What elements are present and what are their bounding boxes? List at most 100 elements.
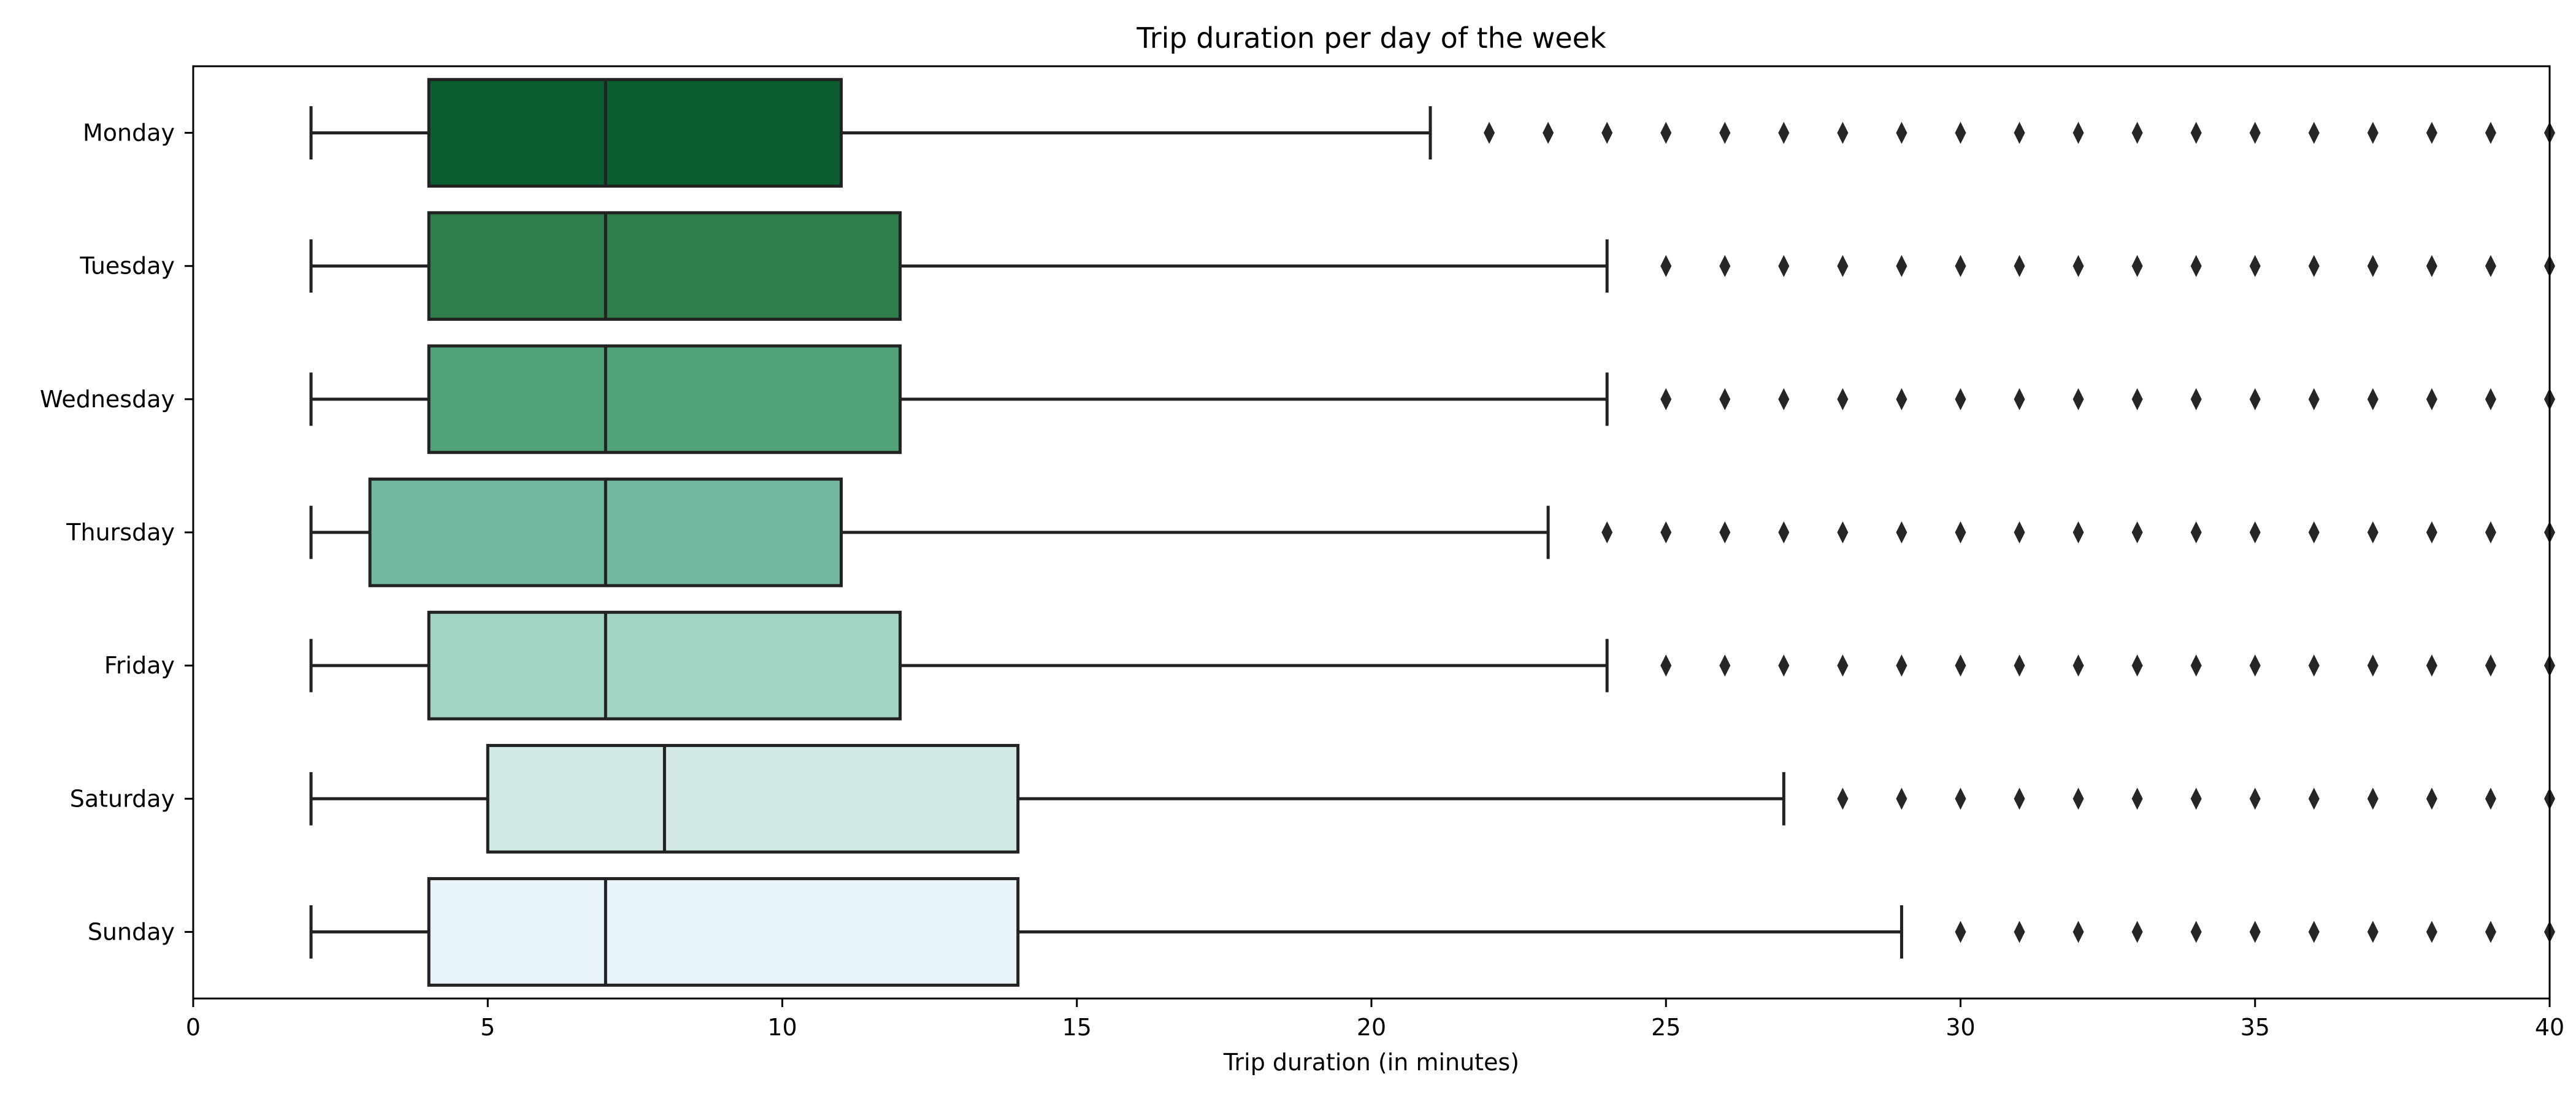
outlier-point xyxy=(2485,654,2496,677)
outlier-point xyxy=(1955,121,1966,144)
outlier-point xyxy=(2367,521,2379,543)
box-group-monday xyxy=(309,78,2555,188)
outlier-point xyxy=(2014,921,2025,943)
outlier-point xyxy=(1660,121,1672,144)
x-tick-label: 35 xyxy=(2241,1014,2270,1041)
outlier-point xyxy=(2308,121,2320,144)
outlier-point xyxy=(2014,255,2025,277)
outlier-point xyxy=(2308,521,2320,543)
outlier-point xyxy=(2190,654,2202,677)
outlier-point xyxy=(2249,255,2261,277)
outlier-point xyxy=(2426,788,2437,810)
x-tick-label: 15 xyxy=(1062,1014,1092,1041)
outlier-point xyxy=(2249,388,2261,410)
y-tick-label: Wednesday xyxy=(40,386,175,413)
outlier-point xyxy=(2014,521,2025,543)
x-tick-label: 30 xyxy=(1945,1014,1975,1041)
outlier-point xyxy=(2131,388,2143,410)
outlier-point xyxy=(2485,788,2496,810)
outlier-point xyxy=(1955,521,1966,543)
outlier-point xyxy=(2072,788,2084,810)
outlier-point xyxy=(1837,788,1849,810)
outlier-point xyxy=(2014,654,2025,677)
outlier-point xyxy=(1778,388,1790,410)
y-tick-label: Saturday xyxy=(70,785,175,812)
outlier-point xyxy=(1955,388,1966,410)
chart-title: Trip duration per day of the week xyxy=(1136,21,1606,55)
outlier-point xyxy=(1778,121,1790,144)
outlier-point xyxy=(2131,521,2143,543)
x-axis-label: Trip duration (in minutes) xyxy=(1223,1049,1519,1076)
outlier-point xyxy=(1660,388,1672,410)
outlier-point xyxy=(1601,521,1613,543)
outlier-point xyxy=(2190,255,2202,277)
outlier-point xyxy=(2485,121,2496,144)
x-tick-label: 25 xyxy=(1651,1014,1681,1041)
box-iqr xyxy=(427,344,902,454)
outlier-point xyxy=(2131,121,2143,144)
outlier-point xyxy=(2072,255,2084,277)
x-tick-label: 40 xyxy=(2535,1014,2564,1041)
outlier-point xyxy=(1719,121,1731,144)
outlier-point xyxy=(2308,788,2320,810)
outlier-point xyxy=(2249,921,2261,943)
outlier-point xyxy=(1484,121,1495,144)
outlier-point xyxy=(1778,654,1790,677)
outlier-point xyxy=(2308,388,2320,410)
outlier-point xyxy=(1543,121,1554,144)
y-tick-label: Monday xyxy=(83,120,175,147)
outlier-point xyxy=(2131,921,2143,943)
outlier-point xyxy=(1837,255,1849,277)
outlier-point xyxy=(2367,788,2379,810)
outlier-point xyxy=(1660,521,1672,543)
y-tick-label: Sunday xyxy=(88,918,175,945)
outlier-point xyxy=(2308,255,2320,277)
outlier-point xyxy=(1601,121,1613,144)
outlier-point xyxy=(1778,255,1790,277)
outlier-point xyxy=(2426,121,2437,144)
outlier-point xyxy=(2249,521,2261,543)
outlier-point xyxy=(2014,388,2025,410)
outlier-point xyxy=(2485,255,2496,277)
outlier-point xyxy=(1955,654,1966,677)
box-group-saturday xyxy=(309,743,2555,854)
outlier-point xyxy=(2426,921,2437,943)
outlier-point xyxy=(2426,521,2437,543)
outlier-point xyxy=(2190,788,2202,810)
outlier-point xyxy=(2249,788,2261,810)
box-group-wednesday xyxy=(309,344,2555,454)
box-iqr xyxy=(427,610,902,721)
x-tick-label: 10 xyxy=(767,1014,797,1041)
outlier-point xyxy=(2426,654,2437,677)
outlier-point xyxy=(2190,388,2202,410)
outlier-point xyxy=(2367,255,2379,277)
outlier-point xyxy=(1719,255,1731,277)
outlier-point xyxy=(2014,788,2025,810)
box-iqr xyxy=(427,211,902,321)
y-tick-label: Friday xyxy=(104,652,175,679)
x-tick-label: 0 xyxy=(186,1014,201,1041)
outlier-point xyxy=(2485,921,2496,943)
outlier-point xyxy=(1660,255,1672,277)
outlier-point xyxy=(1896,521,1907,543)
outlier-point xyxy=(2367,921,2379,943)
outlier-point xyxy=(2485,521,2496,543)
outlier-point xyxy=(2249,654,2261,677)
outlier-point xyxy=(2485,388,2496,410)
box-group-thursday xyxy=(309,477,2555,588)
outlier-point xyxy=(1896,121,1907,144)
outlier-point xyxy=(2014,121,2025,144)
box-iqr xyxy=(486,743,1020,854)
outlier-point xyxy=(1837,121,1849,144)
outlier-point xyxy=(2367,654,2379,677)
outlier-point xyxy=(2426,388,2437,410)
outlier-point xyxy=(2072,521,2084,543)
outlier-point xyxy=(2367,388,2379,410)
box-iqr xyxy=(427,877,1020,987)
outlier-point xyxy=(1955,921,1966,943)
outlier-point xyxy=(2131,788,2143,810)
x-axis: 0 5 10 15 20 25 30 35 40 xyxy=(186,999,2564,1041)
y-axis: Monday Tuesday Wednesday Thursday Friday Satu… xyxy=(40,120,193,945)
outlier-point xyxy=(2190,521,2202,543)
outlier-point xyxy=(2426,255,2437,277)
